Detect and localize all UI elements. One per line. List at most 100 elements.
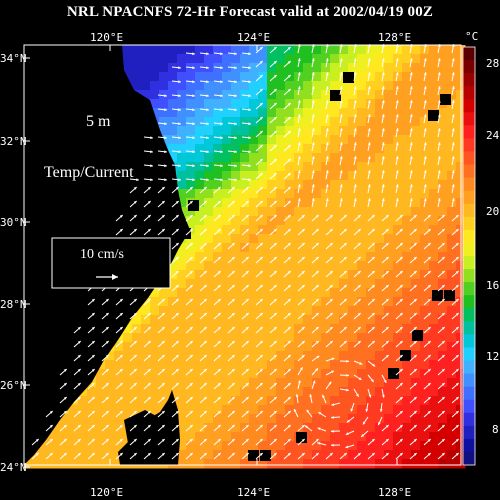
- temperature-cell: [303, 135, 313, 145]
- temperature-cell: [303, 405, 313, 415]
- temperature-cell: [321, 54, 331, 64]
- current-vector-head: [413, 228, 417, 232]
- current-vector-head: [339, 170, 343, 174]
- current-vector-head: [273, 214, 277, 218]
- temperature-cell: [330, 432, 340, 442]
- current-vector-head: [259, 74, 263, 78]
- current-vector-head: [178, 94, 181, 98]
- current-vector-head: [385, 228, 389, 232]
- temperature-cell: [276, 189, 286, 199]
- current-vector-head: [371, 256, 375, 260]
- temperature-cell: [411, 297, 421, 307]
- temperature-cell: [168, 126, 178, 136]
- temperature-cell: [321, 252, 331, 262]
- current-vector-head: [234, 66, 237, 70]
- temperature-cell: [429, 171, 439, 181]
- temperature-cell: [276, 243, 286, 253]
- temperature-cell: [321, 135, 331, 145]
- temperature-cell: [132, 405, 142, 415]
- temperature-cell: [438, 126, 448, 136]
- temperature-cell: [384, 63, 394, 73]
- temperature-cell: [420, 423, 430, 433]
- temperature-cell: [366, 405, 376, 415]
- temperature-cell: [177, 387, 187, 397]
- temperature-cell: [258, 252, 268, 262]
- temperature-cell: [222, 54, 232, 64]
- temperature-cell: [348, 459, 358, 469]
- colorbar-swatch: [463, 438, 475, 453]
- temperature-cell: [267, 189, 277, 199]
- temperature-cell: [384, 54, 394, 64]
- temperature-cell: [213, 54, 223, 64]
- temperature-cell: [150, 342, 160, 352]
- current-vector-head: [451, 128, 455, 132]
- temperature-cell: [348, 45, 358, 55]
- current-vector-head: [147, 200, 151, 204]
- temperature-cell: [195, 162, 205, 172]
- temperature-cell: [249, 180, 259, 190]
- temperature-cell: [258, 396, 268, 406]
- temperature-cell: [267, 324, 277, 334]
- temperature-cell: [438, 342, 448, 352]
- current-vector-head: [287, 270, 291, 274]
- current-vector-head: [413, 284, 417, 288]
- current-vector-head: [175, 256, 179, 260]
- temperature-cell: [168, 108, 178, 118]
- temperature-cell: [195, 324, 205, 334]
- temperature-cell: [402, 171, 412, 181]
- temperature-cell: [357, 450, 367, 460]
- temperature-cell: [357, 423, 367, 433]
- current-vector-head: [150, 136, 153, 140]
- temperature-cell: [411, 315, 421, 325]
- temperature-cell: [348, 99, 358, 109]
- temperature-cell: [348, 261, 358, 271]
- temperature-cell: [141, 405, 151, 415]
- current-vector-head: [311, 72, 315, 76]
- temperature-cell: [411, 342, 421, 352]
- temperature-cell: [294, 270, 304, 280]
- temperature-cell: [87, 405, 97, 415]
- temperature-cell: [429, 54, 439, 64]
- temperature-cell: [294, 288, 304, 298]
- temperature-cell: [240, 450, 250, 460]
- temperature-cell: [276, 252, 286, 262]
- current-vector-head: [343, 228, 347, 232]
- temperature-cell: [132, 45, 142, 55]
- temperature-cell: [402, 261, 412, 271]
- current-vector-head: [353, 86, 357, 90]
- temperature-cell: [303, 45, 313, 55]
- temperature-cell: [447, 396, 457, 406]
- current-vector-head: [178, 122, 181, 126]
- temperature-cell: [249, 45, 259, 55]
- current-vector-head: [217, 200, 221, 204]
- temperature-cell: [159, 45, 169, 55]
- temperature-cell: [348, 153, 358, 163]
- temperature-cell: [123, 324, 133, 334]
- temperature-cell: [267, 333, 277, 343]
- temperature-cell: [285, 90, 295, 100]
- temperature-cell: [150, 405, 160, 415]
- temperature-cell: [123, 351, 133, 361]
- temperature-cell: [222, 369, 232, 379]
- temperature-cell: [303, 189, 313, 199]
- temperature-cell: [213, 162, 223, 172]
- current-vector-head: [455, 214, 459, 218]
- island-cell: [180, 228, 191, 239]
- temperature-cell: [258, 261, 268, 271]
- current-vector-head: [259, 172, 263, 176]
- temperature-cell: [276, 72, 286, 82]
- temperature-cell: [240, 135, 250, 145]
- temperature-cell: [231, 360, 241, 370]
- temperature-cell: [258, 315, 268, 325]
- current-vector-head: [353, 142, 357, 146]
- current-vector-head: [353, 114, 357, 118]
- temperature-cell: [204, 369, 214, 379]
- temperature-cell: [123, 369, 133, 379]
- temperature-cell: [303, 243, 313, 253]
- current-vector-head: [220, 108, 223, 112]
- temperature-cell: [312, 198, 322, 208]
- temperature-cell: [186, 288, 196, 298]
- current-vector-head: [367, 100, 371, 104]
- temperature-cell: [366, 171, 376, 181]
- temperature-cell: [294, 297, 304, 307]
